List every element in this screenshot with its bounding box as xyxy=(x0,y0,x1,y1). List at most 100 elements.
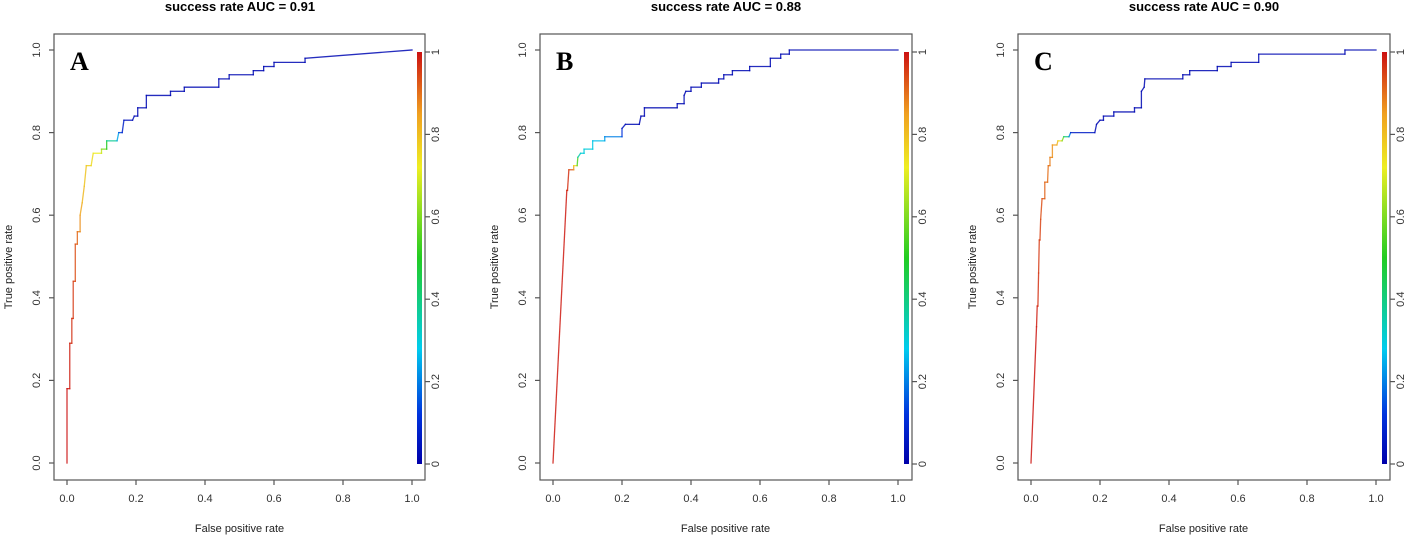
panel-label: C xyxy=(1034,47,1053,76)
colorbar-tick-label: 0 xyxy=(1395,461,1407,467)
roc-curve xyxy=(1030,49,1377,464)
chart-title: success rate AUC = 0.88 xyxy=(651,0,801,14)
roc-segment xyxy=(638,115,642,126)
colorbar-tick-label: 0.4 xyxy=(430,292,442,307)
roc-segment xyxy=(1140,86,1146,93)
roc-segment xyxy=(116,131,120,142)
y-tick-label: 0.8 xyxy=(995,125,1007,140)
y-tick-label: 0.6 xyxy=(995,208,1007,223)
x-tick-label: 0.4 xyxy=(197,493,212,505)
roc-panel-a: success rate AUC = 0.91 0.0 0.2 0.4 0.6 0.8 1.… xyxy=(3,0,442,535)
x-tick-label: 1.0 xyxy=(404,493,419,505)
y-tick-label: 0.4 xyxy=(517,290,529,305)
y-axis-label: True positive rate xyxy=(967,225,979,310)
x-tick-label: 0.8 xyxy=(335,493,350,505)
colorbar xyxy=(904,52,909,464)
colorbar-tick-label: 1 xyxy=(917,49,929,55)
colorbar xyxy=(417,52,422,464)
x-tick-label: 0.2 xyxy=(128,493,143,505)
y-tick-label: 0.2 xyxy=(31,373,43,388)
roc-segment xyxy=(83,164,88,188)
colorbar-tick-label: 0.6 xyxy=(1395,209,1407,224)
x-tick-label: 0.2 xyxy=(1092,493,1107,505)
colorbar-tick-label: 0.8 xyxy=(917,127,929,142)
roc-curve xyxy=(552,49,899,464)
chart-title: success rate AUC = 0.90 xyxy=(1129,0,1279,14)
roc-segment xyxy=(576,156,579,167)
roc-segment xyxy=(90,152,94,167)
roc-segment xyxy=(566,169,570,192)
plot-frame xyxy=(53,33,426,481)
colorbar-tick-label: 0.4 xyxy=(917,292,929,307)
colorbar-tick-label: 1 xyxy=(1395,49,1407,55)
y-tick-label: 1.0 xyxy=(995,42,1007,57)
y-tick-label: 0.0 xyxy=(517,455,529,470)
roc-segment xyxy=(1037,272,1040,307)
x-axis-label: False positive rate xyxy=(1159,523,1248,535)
y-axis-label: True positive rate xyxy=(489,225,501,310)
x-tick-label: 1.0 xyxy=(1368,493,1383,505)
panel-label: B xyxy=(556,47,573,76)
plot-frame xyxy=(1017,33,1391,481)
x-tick-label: 0.6 xyxy=(1230,493,1245,505)
x-tick-label: 0.4 xyxy=(1161,493,1176,505)
colorbar-tick-label: 0 xyxy=(430,461,442,467)
x-tick-label: 0.0 xyxy=(59,493,74,505)
x-tick-label: 0.8 xyxy=(1299,493,1314,505)
colorbar-tick-label: 0 xyxy=(917,461,929,467)
colorbar-tick-label: 0.8 xyxy=(430,127,442,142)
roc-segment xyxy=(131,115,136,122)
y-tick-label: 0.4 xyxy=(31,290,43,305)
y-tick-label: 1.0 xyxy=(31,42,43,57)
y-tick-label: 0.2 xyxy=(517,373,529,388)
roc-segment xyxy=(1035,305,1038,328)
y-tick-label: 0.2 xyxy=(995,373,1007,388)
roc-segment xyxy=(1095,119,1101,126)
roc-segment xyxy=(1037,239,1040,274)
y-tick-label: 1.0 xyxy=(517,42,529,57)
x-tick-label: 1.0 xyxy=(890,493,905,505)
x-axis-label: False positive rate xyxy=(681,523,770,535)
x-tick-label: 0.0 xyxy=(1023,493,1038,505)
y-tick-label: 0.6 xyxy=(517,208,529,223)
x-tick-label: 0.6 xyxy=(266,493,281,505)
roc-segment xyxy=(1094,123,1098,134)
roc-segment xyxy=(683,90,687,97)
colorbar-tick-label: 0.8 xyxy=(1395,127,1407,142)
colorbar-tick-label: 0.2 xyxy=(1395,374,1407,389)
x-axis-label: False positive rate xyxy=(195,523,284,535)
y-tick-label: 0.0 xyxy=(995,455,1007,470)
x-tick-label: 0.8 xyxy=(821,493,836,505)
colorbar-tick-label: 0.6 xyxy=(430,209,442,224)
y-tick-label: 0.8 xyxy=(31,125,43,140)
roc-segment xyxy=(1039,197,1043,221)
roc-segment xyxy=(552,189,568,464)
colorbar-tick-label: 0.2 xyxy=(430,374,442,389)
roc-segment xyxy=(1056,140,1059,146)
x-tick-label: 0.2 xyxy=(614,493,629,505)
roc-panel-b: success rate AUC = 0.88 0.0 0.2 0.4 0.6 0.8 1.… xyxy=(489,0,929,535)
plot-frame xyxy=(539,33,913,481)
roc-curve xyxy=(66,49,413,464)
y-tick-label: 0.8 xyxy=(517,125,529,140)
y-tick-label: 0.6 xyxy=(31,208,43,223)
x-tick-label: 0.4 xyxy=(683,493,698,505)
panel-label: A xyxy=(70,47,89,76)
roc-segment xyxy=(1039,218,1042,241)
x-tick-label: 0.0 xyxy=(545,493,560,505)
y-axis-label: True positive rate xyxy=(3,225,15,310)
y-tick-label: 0.0 xyxy=(31,455,43,470)
y-tick-label: 0.4 xyxy=(995,290,1007,305)
colorbar xyxy=(1382,52,1387,464)
roc-segment xyxy=(304,49,413,59)
roc-segment xyxy=(1068,131,1072,138)
roc-segment xyxy=(621,123,627,130)
colorbar-tick-label: 0.6 xyxy=(917,209,929,224)
roc-segment xyxy=(1046,164,1049,183)
roc-segment xyxy=(79,202,83,216)
chart-title: success rate AUC = 0.91 xyxy=(165,0,315,14)
colorbar-tick-label: 0.2 xyxy=(917,374,929,389)
roc-segment xyxy=(1061,135,1065,142)
colorbar-tick-label: 1 xyxy=(430,49,442,55)
roc-segment xyxy=(1143,78,1146,88)
